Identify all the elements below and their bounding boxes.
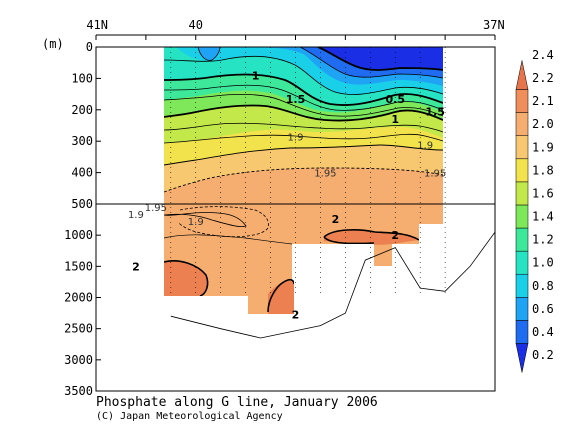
contour-thin-5 [163,133,444,144]
contour-thin-1 [163,56,444,95]
colorbar-swatch [515,343,529,373]
y-tick-label: 3000 [64,353,93,367]
colorbar-swatch [515,250,529,275]
contour-0-5 [317,47,444,71]
y-tick-label: 0 [86,40,93,54]
field-patch-40n [198,47,220,61]
contour-label: 1.9 [417,140,433,151]
contour-label: 1.5 [286,93,306,106]
colorbar-swatch [515,297,529,321]
colorbar-label: 2.0 [532,117,554,131]
contour-label: 1.9 [288,132,304,143]
colorbar-swatch [515,135,529,160]
colorbar-label: 1.8 [532,163,554,177]
contour-1-95 [163,167,444,193]
colorbar-label: 1.0 [532,256,554,270]
contour-1-9 [163,144,444,166]
contour-label: 1 [252,69,260,82]
colorbar-swatch [515,112,529,136]
contour-label: 2 [132,260,140,273]
contour-label: 1.95 [424,169,446,180]
y-tick-label: 300 [71,134,93,148]
contour-label: 1 [391,113,399,126]
colorbar-swatch [515,89,529,113]
y-tick-label: 100 [71,71,93,85]
contour-lower-thin-a [163,234,293,245]
y-tick-label: 1500 [64,259,93,273]
x-tick-label: 40 [189,18,203,32]
section-field [96,47,495,391]
field-band-02 [318,47,443,70]
contour-lines-lower [163,206,420,313]
y-tick-label: 1000 [64,228,93,242]
field-dark-orange-2 [268,280,294,314]
contour-lower-1-9 [163,212,247,228]
y-tick-label: 2000 [64,291,93,305]
x-tick-label: 41N [86,18,108,32]
contour-lower-2-east [323,229,420,245]
colorbar-swatch [515,320,529,344]
mask-regions [96,47,495,391]
contour-thin-3 [163,93,444,117]
contour-thin-7 [197,47,221,61]
mask-bottom [164,224,443,391]
contour-label: 2 [391,229,399,242]
y-tick-label: 3500 [64,384,93,398]
colorbar-swatch [515,273,529,298]
colorbar-label: 1.9 [532,140,554,154]
contour-label: 0.5 [386,93,406,106]
colorbar-label: 1.2 [532,233,554,247]
y-axis: 0 100 200 300 400 500 1000 1500 2000 2500 3000 3500 [64,40,101,398]
contour-thin-4 [163,122,444,133]
contour-label: 1.5 [425,105,445,118]
colorbar-swatch [515,204,529,229]
contour-label: 1.95 [314,169,336,180]
colorbar-label: 0.4 [532,325,554,339]
contour-label: 2 [292,309,300,322]
colorbar-label: 0.8 [532,279,554,293]
contour-1-5 [163,104,444,122]
colorbar-swatch [515,181,529,206]
y-axis-unit: (m) [42,37,64,51]
colorbar-label: 2.1 [532,94,554,108]
colorbar-label: 0.2 [532,348,554,362]
bottom-profile-line [170,231,495,339]
colorbar-label: 0.6 [532,302,554,316]
contour-label: 1.9 [128,210,144,221]
x-tick-label: 37N [483,18,505,32]
top-axis: 41N 40 37N [86,18,505,40]
colorbar-label: 1.6 [532,186,554,200]
chart-title: Phosphate along G line, January 2006 [96,395,378,410]
y-tick-label: 2500 [64,322,93,336]
contour-lower-2-mid [267,278,295,313]
colorbar-label: 2.4 [532,48,554,62]
plot-frame [95,46,496,392]
contour-lower-1-95 [177,206,269,238]
mask-west [96,47,164,391]
colorbar-label: 2.2 [532,71,554,85]
mask-east [443,47,495,391]
contour-thin-2 [163,84,444,111]
y-tick-label: 400 [71,166,93,180]
y-tick-label: 500 [71,197,93,211]
contour-1-0 [163,73,444,106]
chart-credit: (C) Japan Meteorological Agency [96,411,283,422]
field-dark-orange-1 [164,260,208,296]
colorbar-swatch [515,60,529,90]
colorbar: 0.2 0.4 0.6 0.8 1.0 1.2 1.4 1.6 1.8 1.9 2.0 2.1 2.2 2… [515,48,554,373]
contour-lines-upper [163,47,444,193]
contour-label: 1.95 [145,203,167,214]
contour-thin-6 [299,47,444,79]
contour-label: 1.9 [188,217,204,228]
colorbar-swatch [515,158,529,183]
y-tick-label: 200 [71,103,93,117]
contour-lower-2-west [163,260,209,297]
colorbar-swatch [515,227,529,252]
colorbar-label: 1.4 [532,210,554,224]
contour-label: 2 [332,213,340,226]
